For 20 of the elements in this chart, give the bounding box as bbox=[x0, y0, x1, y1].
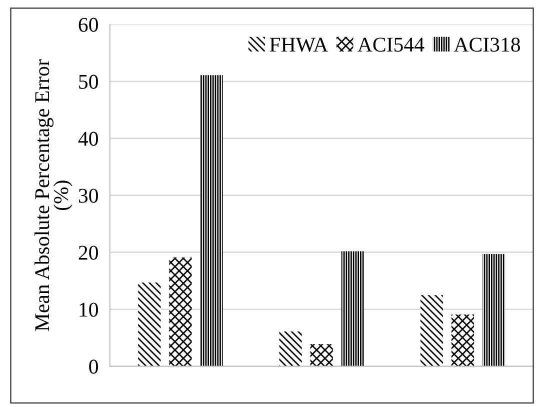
y-tick-label: 60 bbox=[78, 18, 98, 32]
y-tick-label: 40 bbox=[78, 132, 98, 146]
legend-label: FHWA bbox=[270, 38, 328, 52]
bar bbox=[138, 282, 161, 366]
legend-label: ACI318 bbox=[454, 38, 520, 52]
bar bbox=[451, 314, 474, 366]
bar bbox=[310, 344, 333, 366]
y-axis-title: Mean Absolute Percentage Error (%) bbox=[34, 59, 72, 331]
y-tick-label: 30 bbox=[78, 188, 98, 203]
y-tick-label: 50 bbox=[79, 74, 98, 89]
y-tick-label: 20 bbox=[78, 246, 98, 260]
bar bbox=[200, 75, 223, 366]
legend-label: ACI544 bbox=[358, 38, 424, 52]
bar bbox=[169, 257, 192, 366]
bar bbox=[279, 332, 302, 366]
bar bbox=[482, 254, 506, 366]
y-tick-label: 10 bbox=[80, 302, 98, 317]
y-tick-label: 0 bbox=[89, 360, 98, 374]
bar bbox=[341, 251, 364, 366]
bar bbox=[420, 295, 443, 366]
